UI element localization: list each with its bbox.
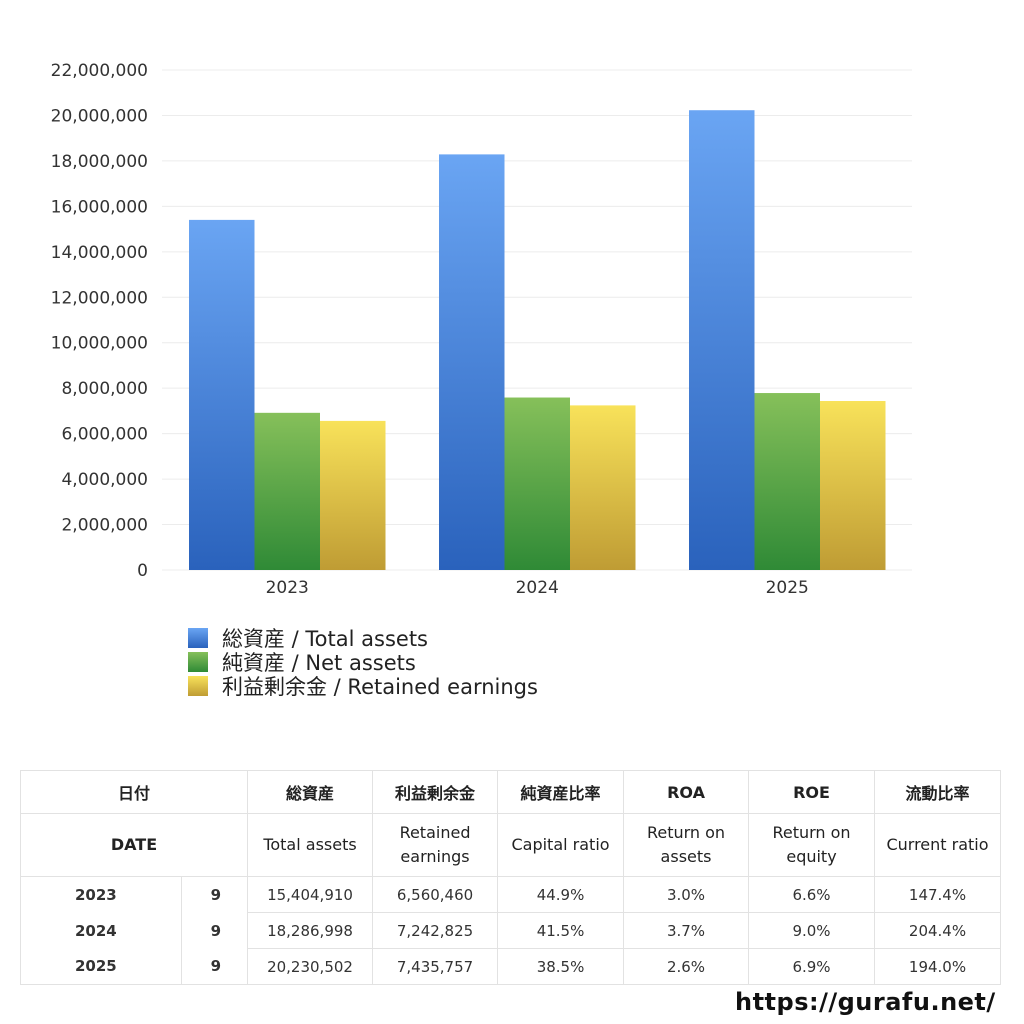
legend-item-total-assets: 総資産 / Total assets	[188, 626, 538, 651]
bar-retained-earnings	[320, 420, 386, 570]
row-roe: 9.0%	[748, 912, 876, 949]
header-roa-en-line1: Return on	[646, 823, 726, 842]
row-total-assets: 20,230,502	[247, 948, 374, 985]
bar-retained-earnings	[570, 405, 636, 570]
header-retained-jp: 利益剰余金	[372, 770, 499, 814]
row-total-assets: 15,404,910	[247, 876, 374, 913]
y-tick-label: 16,000,000	[51, 197, 148, 217]
header-retained-en: Retained earnings	[372, 813, 499, 877]
y-tick-labels: 0 2,000,000 4,000,000 6,000,000 8,000,000 10,…	[51, 61, 148, 581]
row-year: 2024	[20, 912, 182, 949]
row-roe: 6.6%	[748, 876, 876, 913]
y-tick-label: 20,000,000	[51, 106, 148, 126]
y-tick-label: 8,000,000	[61, 379, 148, 399]
header-retained-en-line1: Retained	[399, 823, 471, 842]
legend-item-net-assets: 純資産 / Net assets	[188, 650, 538, 675]
legend-swatch-net-assets	[188, 652, 208, 672]
y-tick-label: 2,000,000	[61, 516, 148, 536]
row-capital-ratio: 41.5%	[497, 912, 625, 949]
x-tick-label: 2024	[516, 578, 559, 598]
bar-net-assets	[754, 393, 820, 570]
y-tick-label: 6,000,000	[61, 425, 148, 445]
table-row: 2024 9 18,286,998 7,242,825 41.5% 3.7% 9…	[20, 912, 1002, 949]
bar-retained-earnings	[820, 401, 886, 570]
header-roe-en: Return on equity	[748, 813, 876, 877]
header-retained-en-line2: earnings	[400, 847, 470, 866]
row-year: 2025	[20, 948, 182, 985]
financial-table: 日付 総資産 利益剰余金 純資産比率 ROA ROE 流動比率 DATE Tot…	[19, 770, 1002, 985]
y-tick-label: 12,000,000	[51, 288, 148, 308]
row-retained: 7,242,825	[372, 912, 499, 949]
y-tick-label: 14,000,000	[51, 243, 148, 263]
legend: 総資産 / Total assets 純資産 / Net assets 利益剰余…	[188, 626, 538, 699]
row-current-ratio: 194.0%	[874, 948, 1002, 985]
bar-net-assets	[254, 412, 320, 570]
header-total-assets-en: Total assets	[247, 813, 374, 877]
row-current-ratio: 204.4%	[874, 912, 1002, 949]
legend-item-retained-earnings: 利益剰余金 / Retained earnings	[188, 674, 538, 699]
header-current-ratio-jp: 流動比率	[874, 770, 1002, 814]
bar-chart: 0 2,000,000 4,000,000 6,000,000 8,000,000 10,…	[51, 61, 912, 598]
bar-total-assets	[439, 154, 505, 570]
header-roa-jp: ROA	[623, 770, 750, 814]
header-capital-ratio-jp: 純資産比率	[497, 770, 625, 814]
row-retained: 7,435,757	[372, 948, 499, 985]
y-tick-label: 0	[137, 561, 148, 581]
header-date-en: DATE	[19, 813, 249, 877]
header-roa-en-line2: assets	[660, 847, 712, 866]
x-tick-label: 2023	[266, 578, 309, 598]
header-roe-en-line1: Return on	[772, 823, 851, 842]
row-capital-ratio: 38.5%	[497, 948, 625, 985]
row-total-assets: 18,286,998	[247, 912, 374, 949]
row-roa: 2.6%	[623, 948, 750, 985]
header-roa-en: Return on assets	[623, 813, 750, 877]
row-month: 9	[180, 948, 249, 985]
row-capital-ratio: 44.9%	[497, 876, 625, 913]
header-roe-en-line2: equity	[786, 847, 837, 866]
y-tick-label: 18,000,000	[51, 152, 148, 172]
bar-total-assets	[189, 219, 255, 570]
row-retained: 6,560,460	[372, 876, 499, 913]
row-roe: 6.9%	[748, 948, 876, 985]
header-roe-jp: ROE	[748, 770, 876, 814]
bar-total-assets	[689, 110, 755, 570]
legend-swatch-total-assets	[188, 628, 208, 648]
row-year: 2023	[20, 876, 182, 913]
legend-label-retained-earnings: 利益剰余金 / Retained earnings	[222, 675, 538, 699]
y-tick-label: 4,000,000	[61, 470, 148, 490]
row-roa: 3.7%	[623, 912, 750, 949]
y-tick-label: 22,000,000	[51, 61, 148, 81]
table-row: 2025 9 20,230,502 7,435,757 38.5% 2.6% 6…	[20, 948, 1002, 985]
legend-label-net-assets: 純資産 / Net assets	[222, 651, 416, 675]
bars	[189, 110, 886, 570]
header-current-ratio-en: Current ratio	[874, 813, 1002, 877]
legend-swatch-retained-earnings	[188, 676, 208, 696]
legend-label-total-assets: 総資産 / Total assets	[222, 627, 428, 651]
table-header-en: DATE Total assets Retained earnings Capit…	[19, 813, 1002, 877]
table-header-jp: 日付 総資産 利益剰余金 純資産比率 ROA ROE 流動比率	[19, 770, 1002, 814]
bar-net-assets	[504, 397, 570, 570]
site-url: https://gurafu.net/	[735, 988, 996, 1016]
header-date-jp: 日付	[19, 770, 249, 814]
header-capital-ratio-en: Capital ratio	[497, 813, 625, 877]
row-month: 9	[180, 876, 249, 913]
header-total-assets-jp: 総資産	[247, 770, 374, 814]
row-current-ratio: 147.4%	[874, 876, 1002, 913]
row-month: 9	[180, 912, 249, 949]
table-row: 2023 9 15,404,910 6,560,460 44.9% 3.0% 6…	[20, 876, 1002, 913]
y-tick-label: 10,000,000	[51, 334, 148, 354]
x-tick-labels: 2023 2024 2025	[266, 578, 809, 598]
x-tick-label: 2025	[766, 578, 809, 598]
row-roa: 3.0%	[623, 876, 750, 913]
